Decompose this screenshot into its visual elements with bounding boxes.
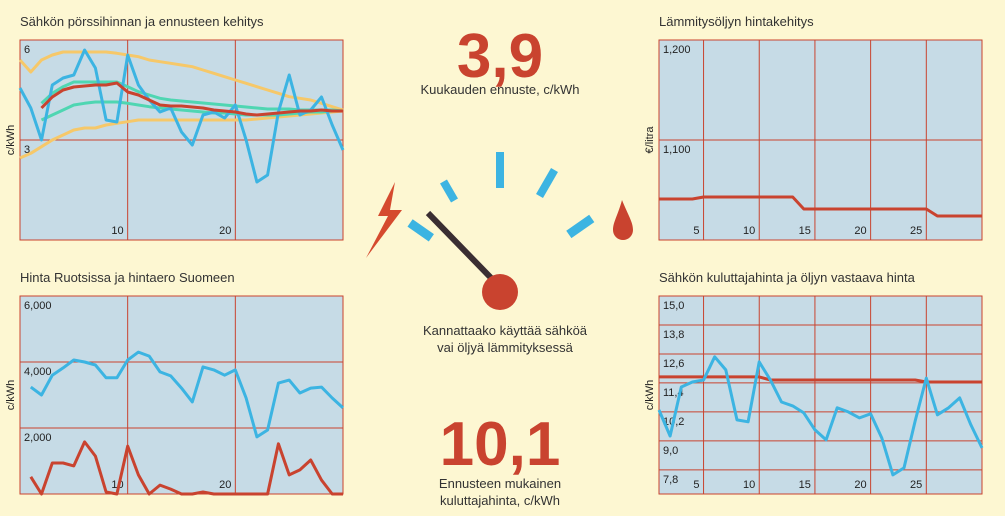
x-tick-label: 5 xyxy=(693,225,699,237)
series-line xyxy=(657,355,984,477)
y-tick-label: 7,8 xyxy=(663,474,678,486)
x-tick-label: 20 xyxy=(219,479,231,491)
gauge-tick xyxy=(536,168,558,198)
question: Kannattaako käyttää sähköä vai öljyä läm… xyxy=(422,323,588,355)
series-line xyxy=(19,109,344,160)
series-line xyxy=(40,100,343,122)
series-line xyxy=(40,80,344,113)
gauge xyxy=(366,152,633,310)
y-axis-label: c/kWh xyxy=(5,380,17,411)
y-tick-label: 9,0 xyxy=(663,445,678,457)
y-tick-label: 15,0 xyxy=(663,300,684,312)
consumer-caption: Ennusteen mukainen kuluttajahinta, c/kWh xyxy=(438,476,562,508)
forecast-caption: Kuukauden ennuste, c/kWh xyxy=(420,82,580,97)
chart-title: Sähkön pörssihinnan ja ennusteen kehitys xyxy=(20,14,264,29)
x-tick-label: 25 xyxy=(910,225,922,237)
chart-title: Sähkön kuluttajahinta ja öljyn vastaava … xyxy=(659,270,916,285)
y-tick-label: 1,200 xyxy=(663,44,691,56)
x-tick-label: 20 xyxy=(854,225,866,237)
oil-icon xyxy=(613,200,633,240)
y-tick-label: 12,6 xyxy=(663,358,684,370)
series-line xyxy=(18,48,345,184)
y-tick-label: 4,000 xyxy=(24,366,52,378)
chart-title: Hinta Ruotsissa ja hintaero Suomeen xyxy=(20,270,235,285)
plot-area xyxy=(19,295,344,495)
x-tick-label: 10 xyxy=(743,479,755,491)
y-axis-label: c/kWh xyxy=(644,380,656,411)
x-tick-label: 20 xyxy=(854,479,866,491)
x-tick-label: 10 xyxy=(743,225,755,237)
x-tick-label: 10 xyxy=(111,225,123,237)
series-line xyxy=(29,350,345,439)
x-tick-label: 15 xyxy=(799,225,811,237)
gauge-tick xyxy=(496,152,504,188)
x-tick-label: 20 xyxy=(219,225,231,237)
y-tick-label: 3 xyxy=(24,144,30,156)
electricity-icon xyxy=(366,182,402,258)
forecast-value: 3,9 xyxy=(456,22,544,91)
series-line xyxy=(659,195,982,218)
y-tick-label: 6,000 xyxy=(24,300,52,312)
x-tick-label: 25 xyxy=(910,479,922,491)
x-tick-label: 5 xyxy=(693,479,699,491)
series-line xyxy=(29,440,343,496)
x-tick-label: 15 xyxy=(799,479,811,491)
gauge-hub xyxy=(482,274,518,310)
chart-title: Lämmitysöljyn hintakehitys xyxy=(659,14,814,29)
y-tick-label: 6 xyxy=(24,44,30,56)
consumer-value: 10,1 xyxy=(439,410,561,479)
gauge-tick xyxy=(440,179,458,203)
gauge-tick xyxy=(407,219,434,242)
series-line xyxy=(40,81,343,117)
y-tick-label: 2,000 xyxy=(24,432,52,444)
y-tick-label: 1,100 xyxy=(663,144,691,156)
y-axis-label: €/litra xyxy=(644,126,656,154)
y-tick-label: 13,8 xyxy=(663,329,684,341)
gauge-needle xyxy=(425,210,498,285)
gauge-tick xyxy=(566,214,595,239)
plot-area xyxy=(658,295,983,495)
y-axis-label: c/kWh xyxy=(5,125,17,156)
series-line xyxy=(18,50,344,112)
